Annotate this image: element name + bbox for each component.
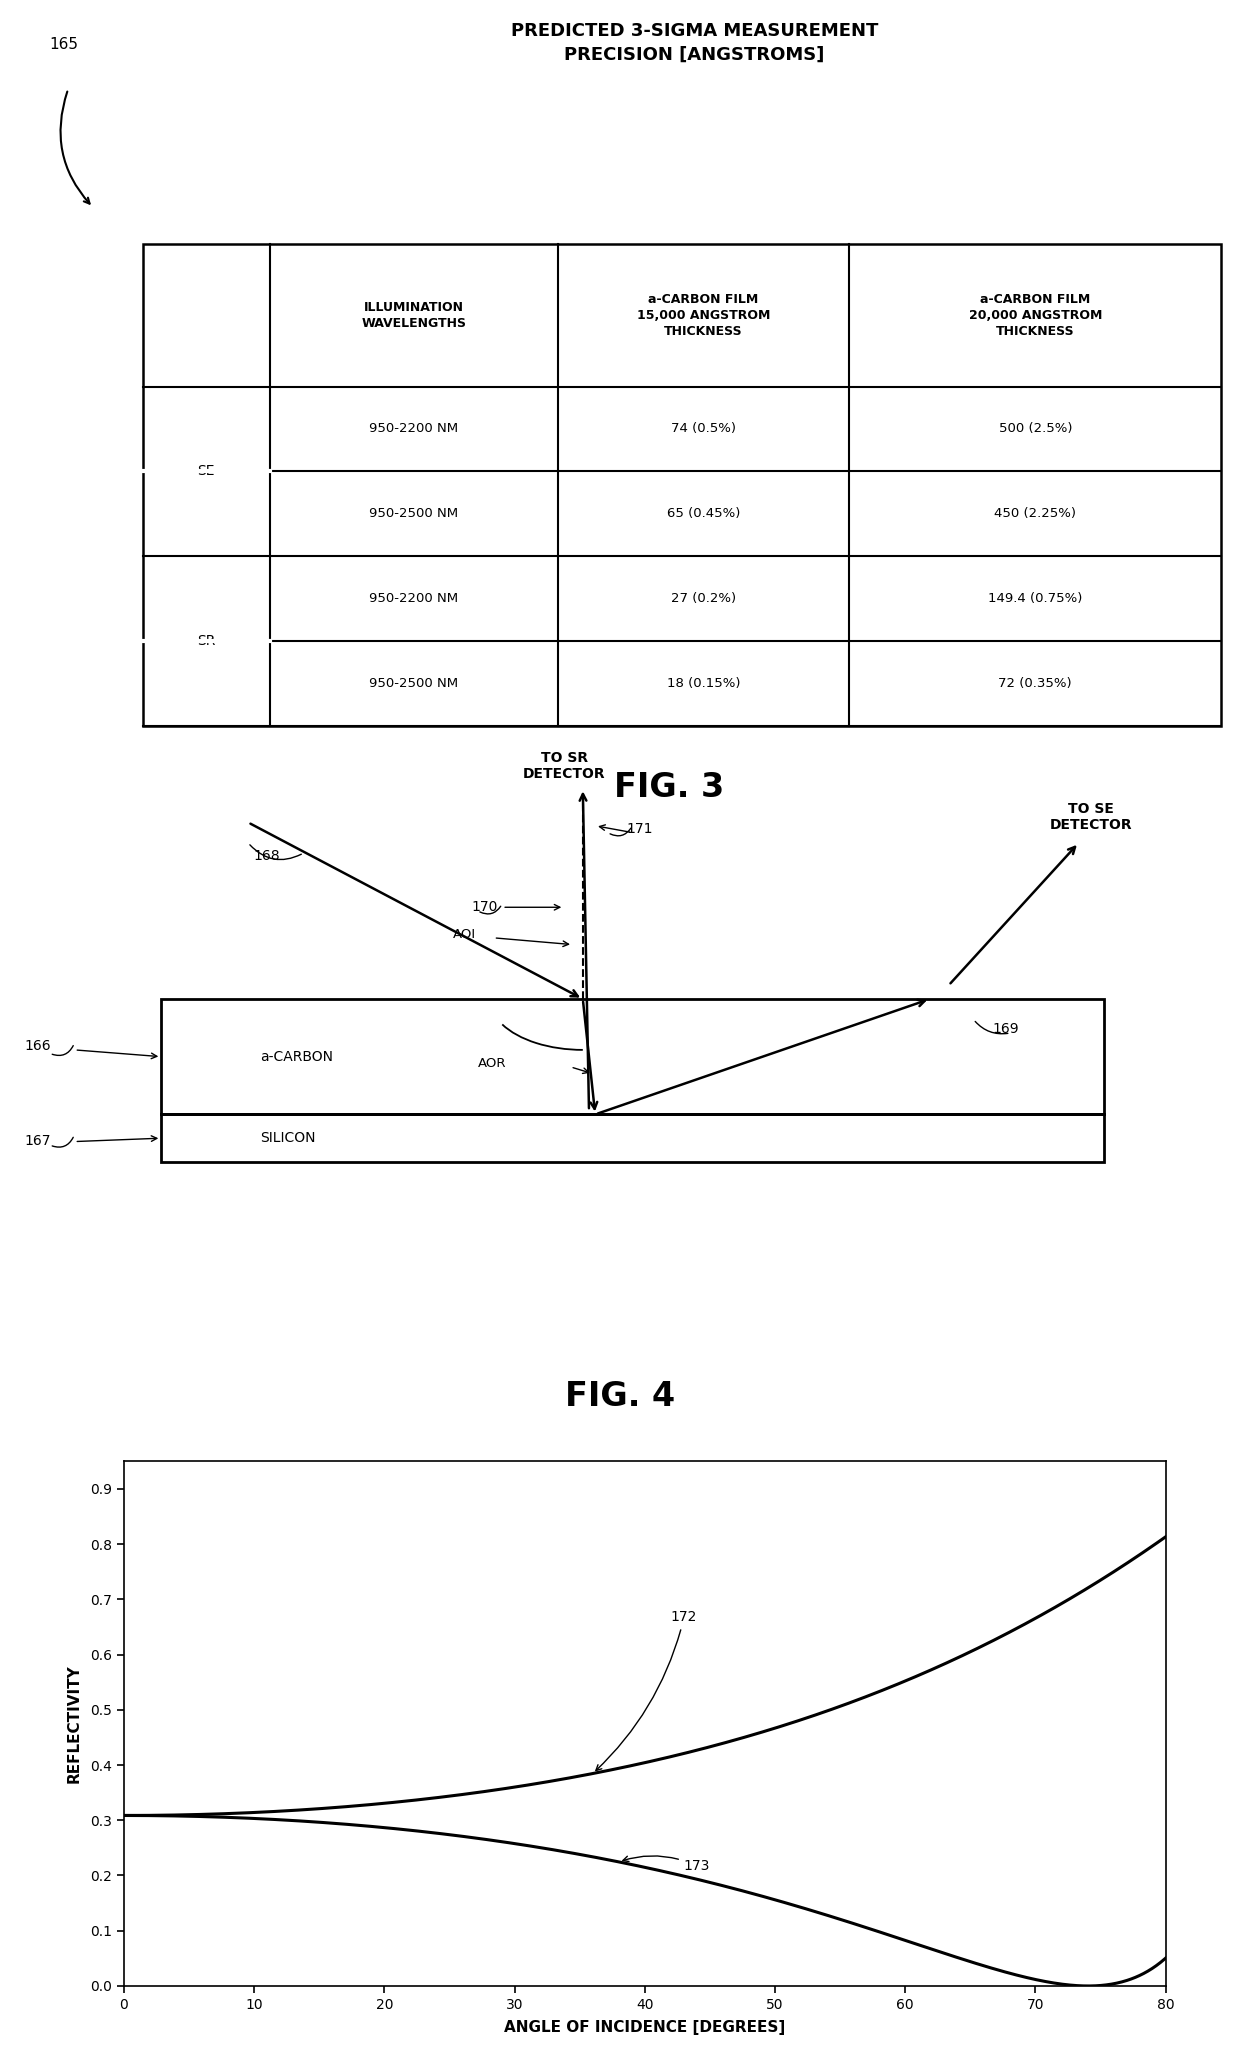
Text: 450 (2.25%): 450 (2.25%) [994, 508, 1076, 521]
Text: 172: 172 [596, 1609, 697, 1770]
Text: 170: 170 [471, 899, 497, 914]
Text: a-CARBON: a-CARBON [260, 1050, 334, 1064]
Text: AOI: AOI [453, 928, 476, 941]
Text: 167: 167 [25, 1134, 51, 1148]
Text: 165: 165 [50, 37, 78, 51]
Text: 500 (2.5%): 500 (2.5%) [998, 422, 1073, 436]
Text: 950-2500 NM: 950-2500 NM [370, 508, 459, 521]
Bar [143, 245, 1221, 726]
Text: TO SR
DETECTOR: TO SR DETECTOR [523, 751, 605, 782]
Text: PREDICTED 3-SIGMA MEASUREMENT
PRECISION [ANGSTROMS]: PREDICTED 3-SIGMA MEASUREMENT PRECISION … [511, 23, 878, 64]
Bar [161, 1115, 1104, 1163]
Text: ILLUMINATION
WAVELENGTHS: ILLUMINATION WAVELENGTHS [361, 300, 466, 329]
Text: a-CARBON FILM
15,000 ANGSTROM
THICKNESS: a-CARBON FILM 15,000 ANGSTROM THICKNESS [637, 292, 770, 338]
Text: 950-2200 NM: 950-2200 NM [370, 422, 459, 436]
X-axis label: ANGLE OF INCIDENCE [DEGREES]: ANGLE OF INCIDENCE [DEGREES] [505, 2021, 785, 2035]
Text: SILICON: SILICON [260, 1132, 316, 1144]
Y-axis label: REFLECTIVITY: REFLECTIVITY [67, 1665, 82, 1782]
Text: 169: 169 [992, 1023, 1018, 1035]
Text: 18 (0.15%): 18 (0.15%) [667, 677, 740, 689]
Text: AOR: AOR [477, 1058, 506, 1070]
Text: 950-2200 NM: 950-2200 NM [370, 593, 459, 605]
Text: 74 (0.5%): 74 (0.5%) [671, 422, 737, 436]
Text: FIG. 3: FIG. 3 [615, 770, 724, 803]
Text: TO SE
DETECTOR: TO SE DETECTOR [1050, 803, 1132, 831]
Text: SR: SR [197, 634, 216, 648]
Text: 168: 168 [253, 850, 280, 864]
Text: 171: 171 [626, 821, 652, 836]
Text: 149.4 (0.75%): 149.4 (0.75%) [988, 593, 1083, 605]
Text: SE: SE [197, 465, 215, 477]
Text: 65 (0.45%): 65 (0.45%) [667, 508, 740, 521]
Text: 166: 166 [25, 1039, 51, 1054]
Text: 72 (0.35%): 72 (0.35%) [998, 677, 1073, 689]
Bar [161, 998, 1104, 1115]
Text: 950-2500 NM: 950-2500 NM [370, 677, 459, 689]
Text: 27 (0.2%): 27 (0.2%) [671, 593, 737, 605]
Text: FIG. 4: FIG. 4 [565, 1381, 675, 1414]
Text: a-CARBON FILM
20,000 ANGSTROM
THICKNESS: a-CARBON FILM 20,000 ANGSTROM THICKNESS [968, 292, 1102, 338]
Text: 173: 173 [622, 1856, 711, 1873]
